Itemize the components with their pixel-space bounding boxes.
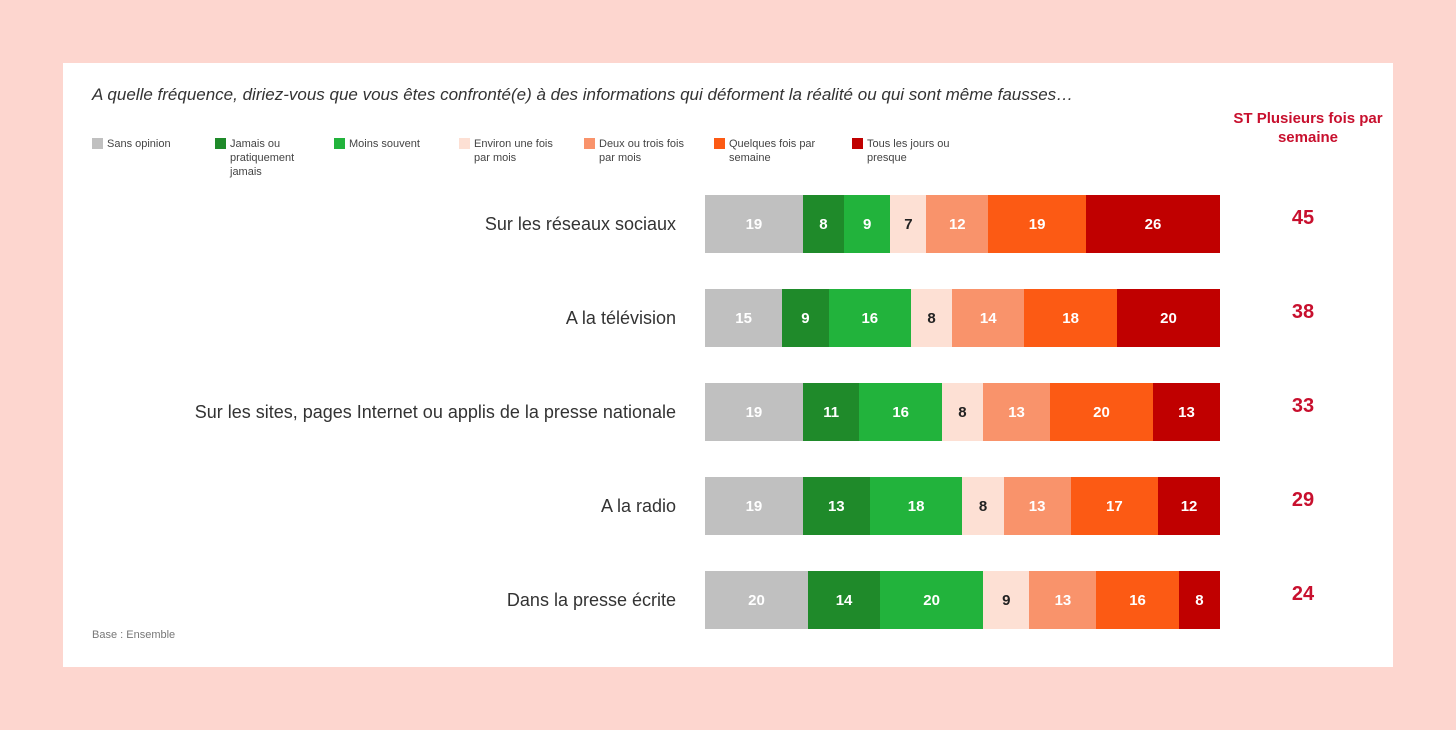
- stacked-bar: 15 9 16 8 14 18 20: [705, 289, 1220, 347]
- legend: Sans opinion Jamais ou pratiquement jamai…: [92, 137, 1012, 187]
- bar-segment: 18: [869, 477, 963, 535]
- bar-segment: 20: [1050, 383, 1153, 441]
- bar-segment: 13: [983, 383, 1050, 441]
- legend-label: Jamais ou pratiquement jamais: [230, 138, 295, 178]
- bar-segment: 8: [962, 477, 1004, 535]
- legend-swatch: [584, 138, 595, 149]
- chart-question: A quelle fréquence, diriez-vous que vous…: [92, 85, 1074, 104]
- legend-item: Environ une fois par mois: [459, 137, 566, 165]
- bar-segment: 13: [1003, 477, 1071, 535]
- bar-segment: 11: [802, 383, 860, 441]
- legend-item: Jamais ou pratiquement jamais: [215, 137, 322, 179]
- bar-segment: 16: [1096, 571, 1179, 629]
- legend-item: Moins souvent: [334, 137, 441, 151]
- st-value: 45: [1291, 207, 1315, 229]
- bar-segment: 9: [844, 195, 891, 253]
- bar-segment: 16: [859, 383, 942, 441]
- bar-segment: 17: [1070, 477, 1159, 535]
- bar-segment: 9: [782, 289, 829, 347]
- bar-segment: 19: [705, 477, 803, 535]
- stacked-bar: 20 14 20 9 13 16 8: [705, 571, 1220, 629]
- legend-swatch: [714, 138, 725, 149]
- bar-segment: 12: [1158, 477, 1220, 535]
- legend-label: Quelques fois par semaine: [729, 138, 816, 164]
- bar-segment: 18: [1024, 289, 1117, 347]
- base-note: Base : Ensemble: [92, 629, 176, 641]
- bar-segment: 19: [705, 383, 803, 441]
- row-label: A la télévision: [565, 308, 676, 328]
- legend-item: Tous les jours ou presque: [852, 137, 959, 165]
- row-label: Sur les sites, pages Internet ou applis …: [194, 402, 676, 422]
- row-label: Sur les réseaux sociaux: [484, 214, 676, 234]
- legend-label: Environ une fois par mois: [474, 138, 553, 164]
- st-value: 29: [1291, 489, 1315, 511]
- stacked-bar: 19 8 9 7 12 19 26: [705, 195, 1220, 253]
- bar-segment: 14: [952, 289, 1025, 347]
- bar-segment: 8: [910, 289, 953, 347]
- legend-label: Tous les jours ou presque: [867, 138, 950, 164]
- bar-segment: 19: [988, 195, 1087, 253]
- bar-segment: 8: [802, 195, 845, 253]
- bar-segment: 20: [705, 571, 808, 629]
- row-label: A la radio: [600, 496, 676, 516]
- legend-item: Deux ou trois fois par mois: [584, 137, 691, 165]
- bar-segment: 13: [802, 477, 870, 535]
- stacked-bar: 19 11 16 8 13 20 13: [705, 383, 1220, 441]
- bar-segment: 12: [926, 195, 989, 253]
- legend-label: Deux ou trois fois par mois: [599, 138, 684, 164]
- legend-item: Quelques fois par semaine: [714, 137, 821, 165]
- stacked-bar: 19 13 18 8 13 17 12: [705, 477, 1220, 535]
- legend-swatch: [215, 138, 226, 149]
- bar-segment: 8: [941, 383, 984, 441]
- bar-segment: 13: [1153, 383, 1220, 441]
- legend-label: Moins souvent: [349, 138, 420, 150]
- legend-swatch: [334, 138, 345, 149]
- st-header: ST Plusieurs fois par semaine: [1233, 110, 1383, 146]
- bar-segment: 13: [1029, 571, 1097, 629]
- bar-segment: 8: [1178, 571, 1220, 629]
- legend-swatch: [92, 138, 103, 149]
- legend-item: Sans opinion: [92, 137, 199, 151]
- row-label: Dans la presse écrite: [506, 590, 676, 610]
- st-value: 38: [1291, 301, 1315, 323]
- st-value: 33: [1291, 395, 1315, 417]
- bar-segment: 15: [705, 289, 783, 347]
- bar-segment: 7: [890, 195, 927, 253]
- bar-segment: 14: [808, 571, 881, 629]
- bar-segment: 19: [705, 195, 803, 253]
- legend-swatch: [852, 138, 863, 149]
- bar-segment: 26: [1086, 195, 1220, 253]
- bar-segment: 20: [880, 571, 984, 629]
- bar-segment: 16: [828, 289, 911, 347]
- legend-swatch: [459, 138, 470, 149]
- st-value: 24: [1291, 583, 1315, 605]
- legend-label: Sans opinion: [107, 138, 171, 150]
- chart-card: A quelle fréquence, diriez-vous que vous…: [63, 63, 1393, 667]
- bar-segment: 9: [983, 571, 1030, 629]
- bar-segment: 20: [1116, 289, 1220, 347]
